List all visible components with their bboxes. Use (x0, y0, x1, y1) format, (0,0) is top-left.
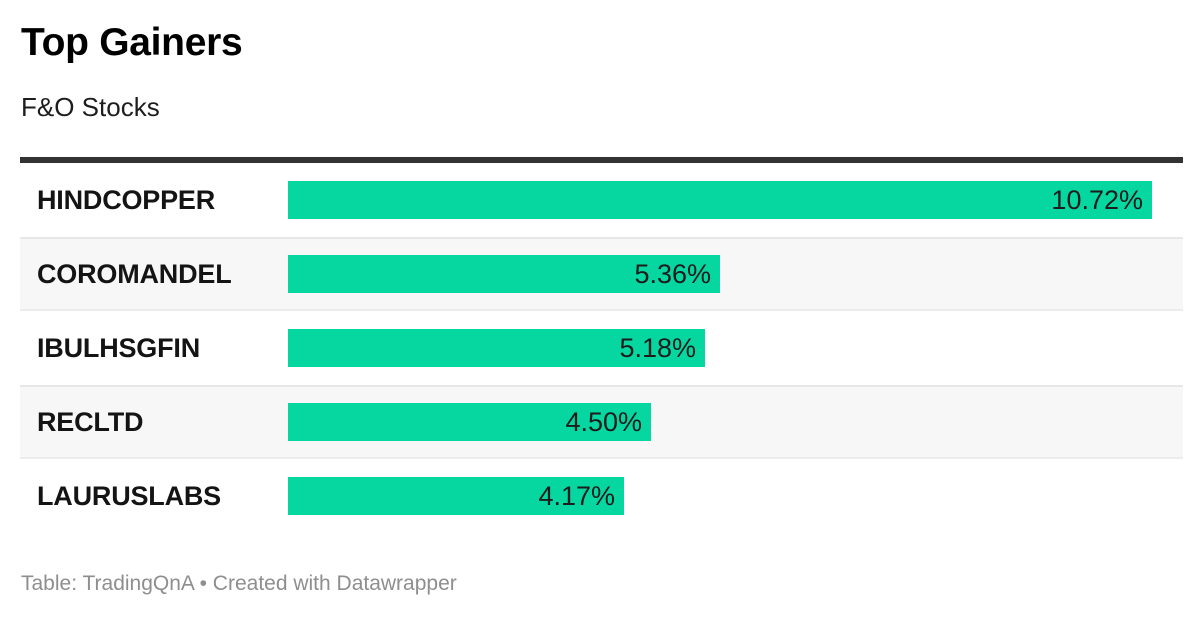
bar-track: 4.50% (288, 403, 1183, 442)
header-divider-rule (20, 157, 1183, 164)
row-label: HINDCOPPER (37, 184, 216, 215)
bar-value-label: 4.50% (565, 406, 642, 437)
row-label: RECLTD (37, 406, 144, 437)
bar-value-label: 5.18% (619, 332, 696, 363)
bar: 10.72% (288, 181, 1152, 220)
chart-title: Top Gainers (21, 21, 243, 64)
chart-footer: Table: TradingQnA • Created with Datawra… (0, 572, 1204, 596)
row-label: COROMANDEL (37, 258, 232, 289)
chart-subtitle: F&O Stocks (21, 91, 160, 122)
bar-value-label: 5.36% (634, 258, 711, 289)
bar-row: HINDCOPPER 10.72% (20, 163, 1183, 238)
bar-track: 4.17% (288, 477, 1183, 516)
bar: 4.17% (288, 477, 624, 516)
bar-row: LAURUSLABS 4.17% (20, 459, 1183, 534)
bar: 5.36% (288, 255, 720, 294)
bar-track: 5.36% (288, 255, 1183, 294)
bar: 4.50% (288, 403, 651, 442)
row-label: LAURUSLABS (37, 480, 221, 511)
bar-track: 5.18% (288, 329, 1183, 368)
bar-row: COROMANDEL 5.36% (20, 237, 1183, 312)
bar-row: IBULHSGFIN 5.18% (20, 311, 1183, 386)
bar-track: 10.72% (288, 181, 1183, 220)
bar-chart-body: HINDCOPPER 10.72% COROMANDEL 5.36% IBULH… (20, 163, 1183, 534)
row-label: IBULHSGFIN (37, 332, 200, 363)
bar-value-label: 10.72% (1051, 184, 1143, 215)
bar: 5.18% (288, 329, 705, 368)
bar-row: RECLTD 4.50% (20, 385, 1183, 460)
footer-text: Table: TradingQnA • Created with Datawra… (21, 572, 457, 596)
chart-header: Top Gainers F&O Stocks (0, 21, 1204, 123)
bar-value-label: 4.17% (538, 480, 615, 511)
